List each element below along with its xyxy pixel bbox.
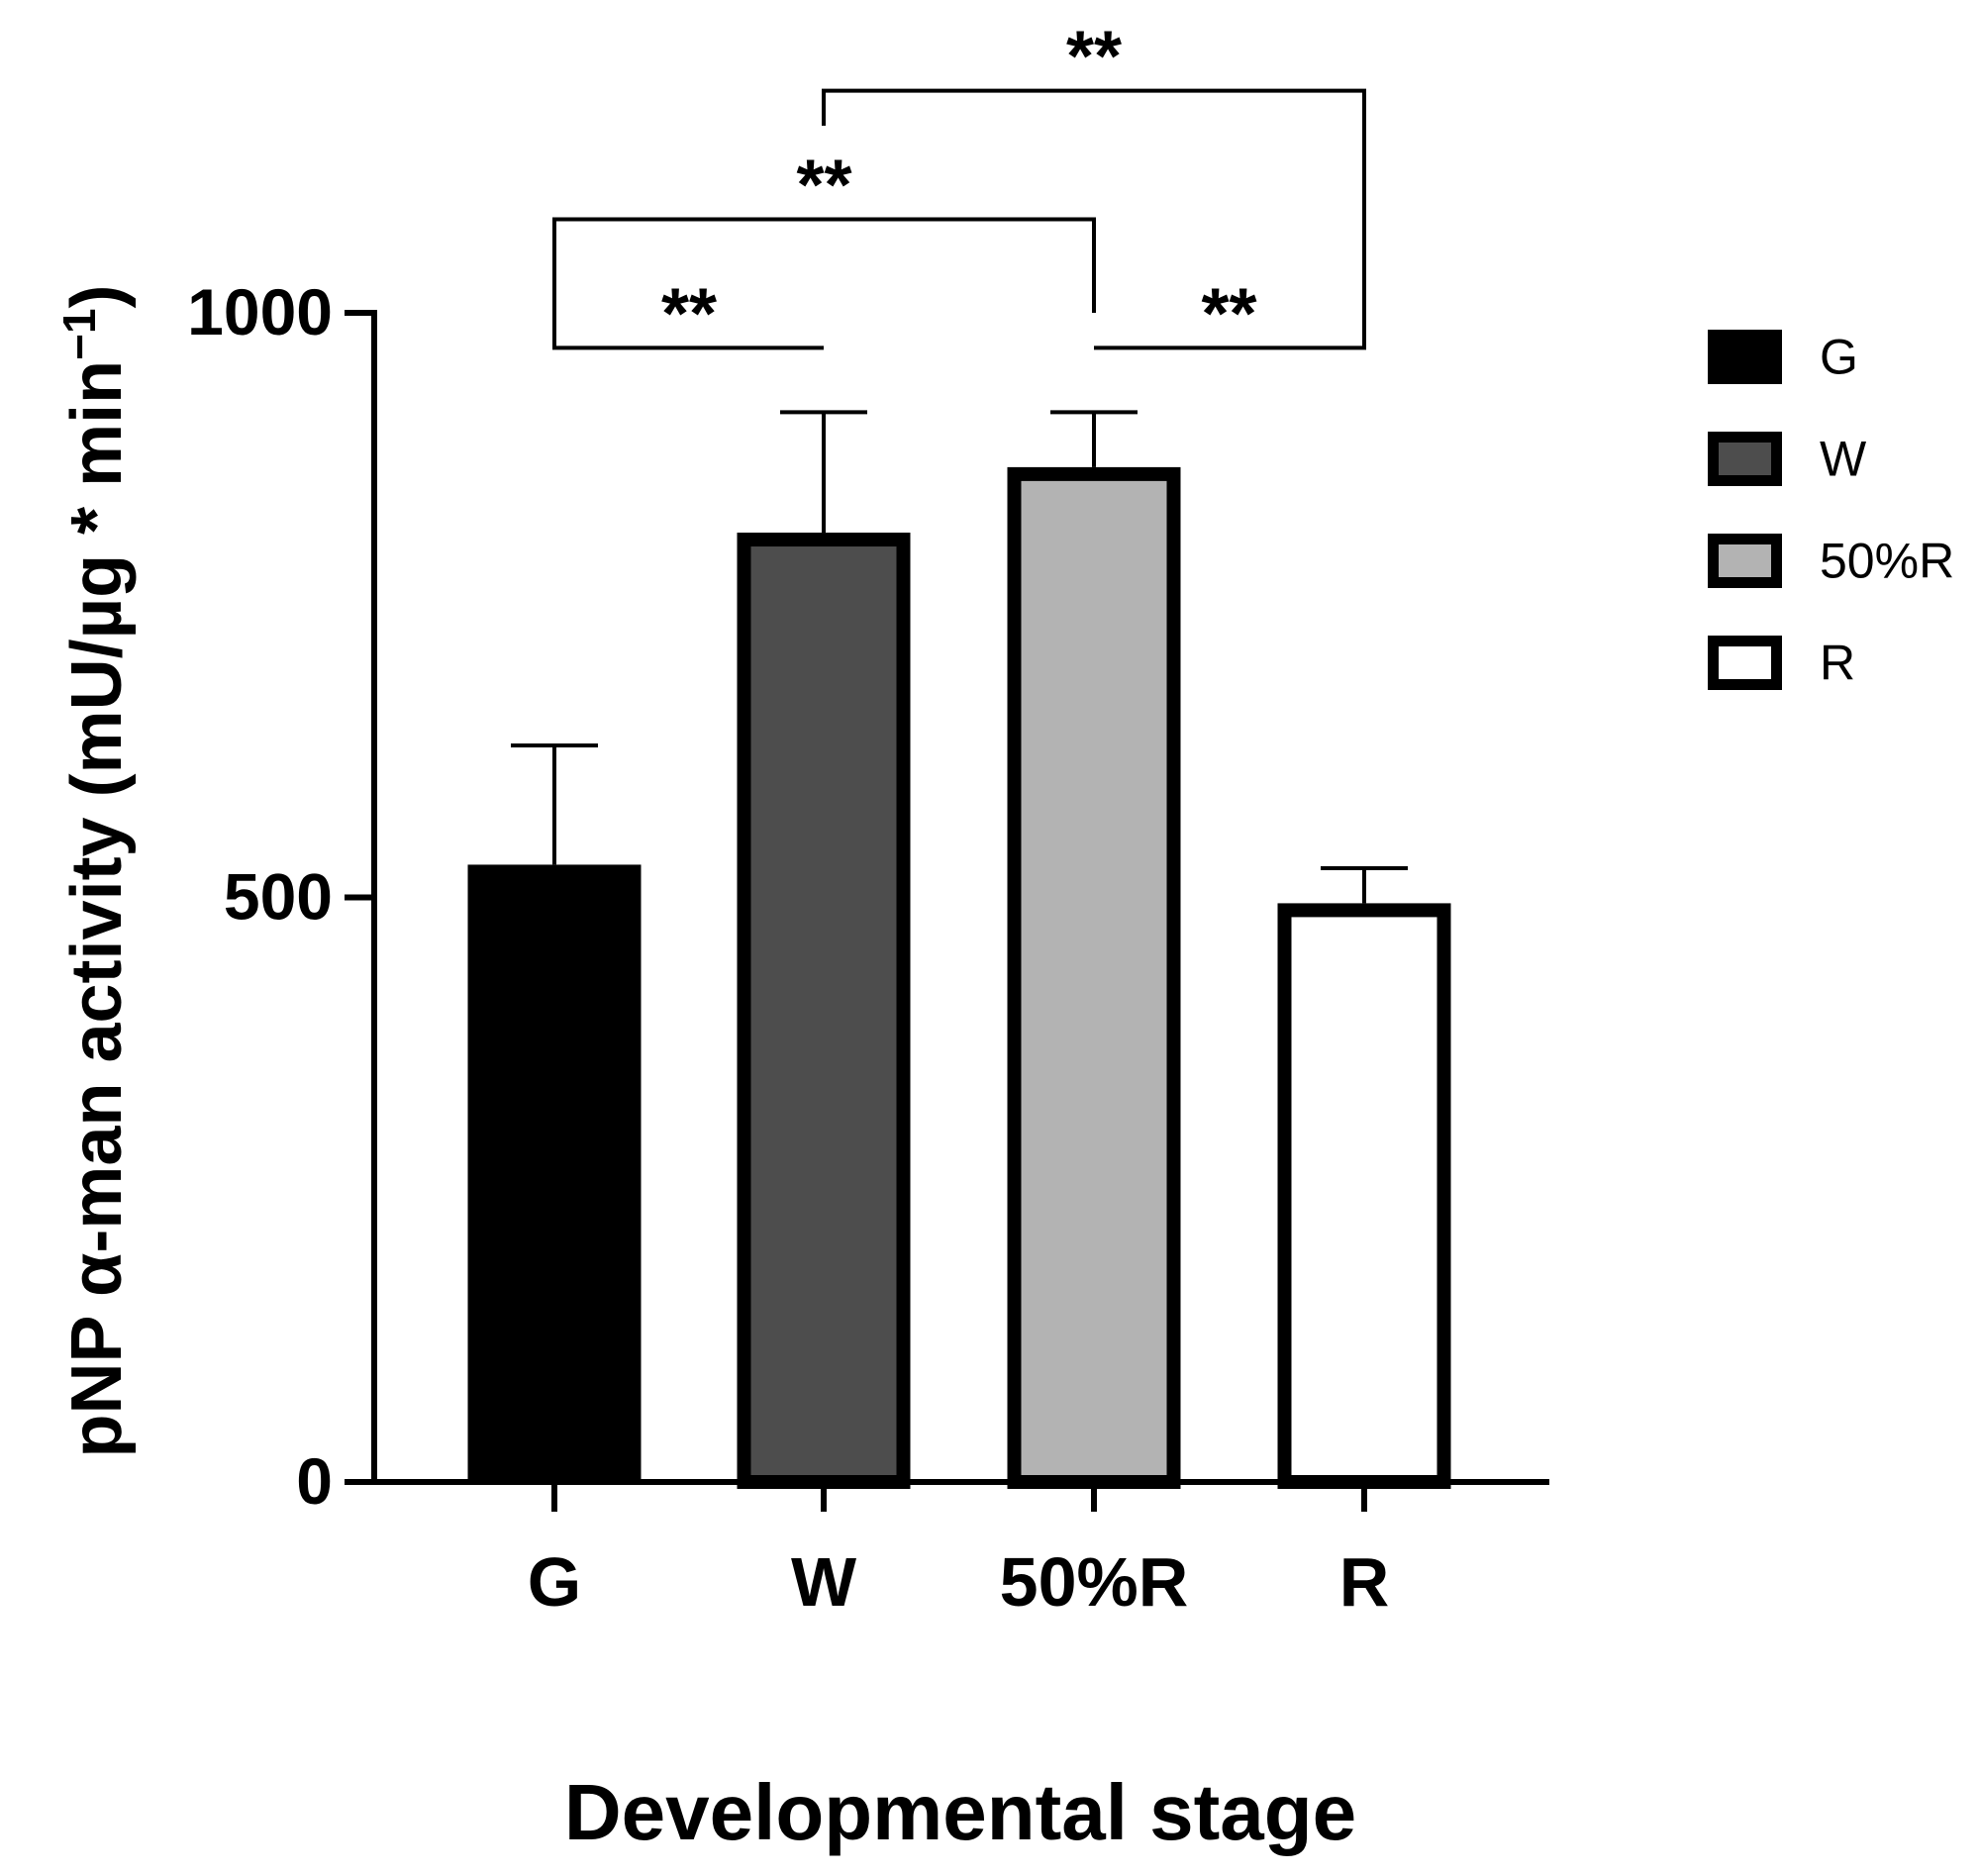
y-axis-title-end: ) xyxy=(57,284,137,308)
y-tick-label-0: 0 xyxy=(296,1444,333,1518)
bar-R xyxy=(1277,903,1451,1489)
y-axis-title-superscript: −1 xyxy=(53,308,105,359)
significance-label-2: ** xyxy=(1201,274,1256,353)
legend-swatch-G xyxy=(1708,330,1782,384)
x-tick-label-G: G xyxy=(528,1543,581,1621)
significance-bracket-3 xyxy=(552,217,1096,313)
y-tick-label-500: 500 xyxy=(224,860,333,934)
significance-bracket-1 xyxy=(552,313,824,350)
legend-swatch-R xyxy=(1708,636,1782,690)
x-tick-label-W: W xyxy=(791,1543,856,1621)
significance-label-1: ** xyxy=(661,274,717,353)
legend-label-R: R xyxy=(1820,636,1855,691)
significance-label-3: ** xyxy=(796,147,851,226)
x-tick-label-R: R xyxy=(1339,1543,1390,1621)
legend: GW 50%R R xyxy=(1708,330,1954,691)
significance-bracket-2 xyxy=(1094,313,1366,350)
y-axis-title-main: pNP α-man activity (mU/µg * min xyxy=(57,360,137,1458)
bar-50%R xyxy=(1007,466,1181,1489)
legend-swatch-50%R xyxy=(1708,534,1782,588)
x-axis-title: Developmental stage xyxy=(564,1768,1356,1856)
y-tick-label-1000: 1000 xyxy=(187,275,333,348)
legend-label-W: W xyxy=(1820,432,1867,487)
y-axis-title: pNP α-man activity (mU/µg * min−1) xyxy=(53,284,137,1457)
significance-bracket-4 xyxy=(822,88,1366,313)
significance-label-4: ** xyxy=(1066,18,1122,97)
x-tick-label-50%R: 50%R xyxy=(1000,1543,1189,1621)
bar-G xyxy=(467,864,642,1482)
legend-label-50%R: 50%R xyxy=(1820,534,1954,589)
bar-W xyxy=(737,533,911,1489)
legend-label-G: G xyxy=(1820,330,1858,385)
legend-swatch-W xyxy=(1708,432,1782,486)
